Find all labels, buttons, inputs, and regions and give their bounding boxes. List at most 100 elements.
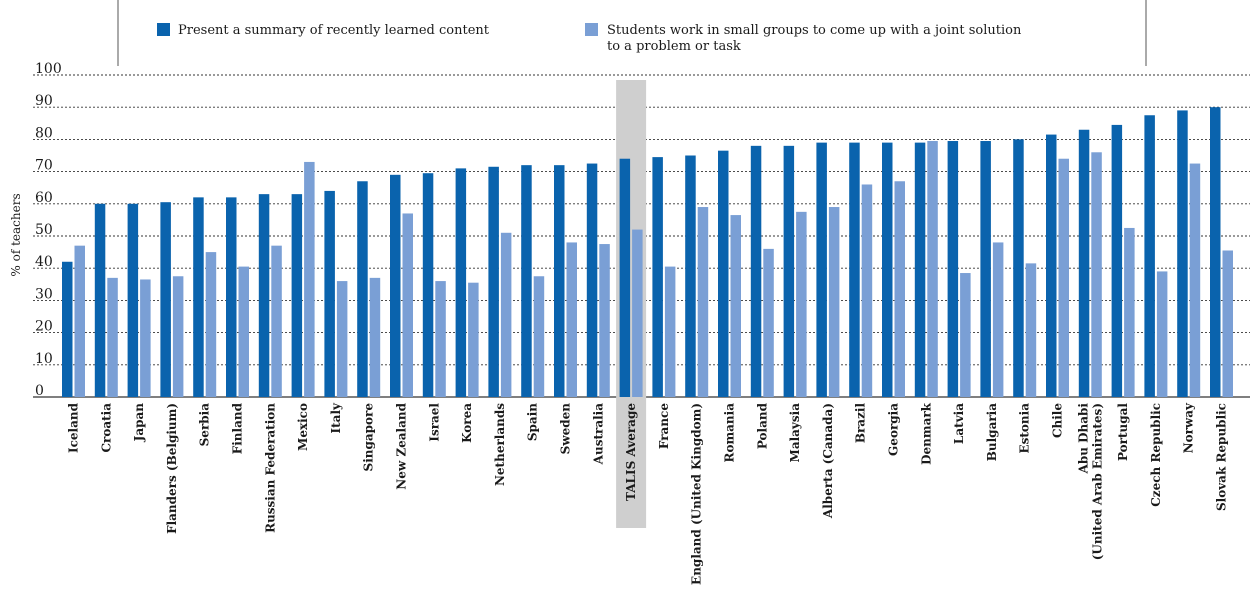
bar-series-2 xyxy=(1156,271,1168,397)
bar-series-1 xyxy=(521,165,532,397)
bars xyxy=(62,80,1233,528)
y-tick-label: 40 xyxy=(35,254,53,270)
x-category-label: TALIS Average xyxy=(624,403,638,501)
bar-series-2 xyxy=(894,181,905,397)
bar-series-1 xyxy=(586,163,598,397)
bar-series-1 xyxy=(62,261,73,397)
y-tick-label: 10 xyxy=(35,351,53,367)
bar-series-1 xyxy=(1210,107,1221,397)
bar-series-1 xyxy=(718,150,729,397)
bar-series-2 xyxy=(500,232,512,397)
y-tick-label: 20 xyxy=(35,319,53,335)
x-category-label: Brazil xyxy=(854,403,868,444)
legend: Present a summary of recently learned co… xyxy=(117,0,1147,66)
x-category-label: Abu Dhabi(United Arab Emirates) xyxy=(1076,403,1104,561)
bar-series-1 xyxy=(258,194,270,397)
x-category-label: Czech Republic xyxy=(1149,403,1163,507)
bar-series-1 xyxy=(914,142,926,397)
bar-series-2 xyxy=(566,242,577,397)
bar-series-2 xyxy=(435,281,446,397)
bar-series-1 xyxy=(882,142,893,397)
bar-series-2 xyxy=(861,184,873,397)
bar-series-1 xyxy=(422,173,434,397)
bar-series-2 xyxy=(763,248,774,397)
bar-series-2 xyxy=(369,277,381,397)
bar-series-1 xyxy=(193,197,204,397)
bar-series-2 xyxy=(796,211,807,397)
bar-series-1 xyxy=(324,190,335,397)
x-category-label: Romania xyxy=(723,403,737,463)
bar-series-2 xyxy=(632,229,643,397)
bar-series-2 xyxy=(1222,250,1233,397)
bar-series-2 xyxy=(1025,263,1037,397)
x-category-label: Malaysia xyxy=(788,403,802,463)
bar-series-1 xyxy=(488,166,499,397)
bar-series-1 xyxy=(160,202,171,397)
bar-series-2 xyxy=(992,242,1004,397)
bar-series-2 xyxy=(74,245,85,397)
x-category-label: Sweden xyxy=(559,403,573,455)
x-category-label: Poland xyxy=(755,402,769,449)
bar-series-1 xyxy=(226,197,237,397)
bar-series-1 xyxy=(1144,115,1155,397)
x-category-label: Serbia xyxy=(198,403,212,447)
bar-series-2 xyxy=(533,276,545,397)
legend-label-series-1: Present a summary of recently learned co… xyxy=(178,23,490,38)
bar-series-1 xyxy=(816,142,827,397)
bar-series-2 xyxy=(238,266,249,397)
x-category-label: Israel xyxy=(427,403,441,442)
bar-series-1 xyxy=(455,168,467,397)
y-tick-label: 70 xyxy=(35,158,53,174)
x-category-label: Portugal xyxy=(1116,403,1130,461)
bar-series-1 xyxy=(1013,139,1024,397)
bar-series-1 xyxy=(652,157,663,397)
x-category-label: Latvia xyxy=(952,403,966,444)
bar-series-2 xyxy=(468,282,479,397)
x-category-label: Alberta (Canada) xyxy=(821,403,835,519)
legend-swatch-series-2 xyxy=(585,23,598,36)
bar-series-1 xyxy=(1078,129,1090,398)
bar-series-1 xyxy=(1046,134,1057,397)
x-category-label: Singapore xyxy=(362,403,376,472)
bar-series-1 xyxy=(357,181,368,397)
bar-series-1 xyxy=(685,155,696,397)
bar-series-2 xyxy=(402,213,413,397)
legend-label-series-2: Students work in small groups to come up… xyxy=(607,23,1022,54)
bar-series-1 xyxy=(1111,124,1123,397)
x-category-label: Flanders (Belgium) xyxy=(165,403,179,534)
bar-series-2 xyxy=(336,281,348,397)
x-axis: Iceland Croatia Japan Flanders (Belgium) Ser… xyxy=(67,402,1229,585)
x-category-label: Mexico xyxy=(296,403,310,451)
bar-series-1 xyxy=(619,158,631,397)
bar-series-2 xyxy=(960,273,971,397)
bar-series-2 xyxy=(730,215,741,397)
y-tick-label: 50 xyxy=(35,222,53,238)
y-tick-label: 0 xyxy=(35,383,44,399)
x-category-label: Bulgaria xyxy=(985,403,999,461)
bar-series-2 xyxy=(140,279,151,397)
x-category-label: Netherlands xyxy=(493,403,507,486)
bar-series-1 xyxy=(554,165,565,397)
bar-series-2 xyxy=(927,141,938,397)
bar-series-1 xyxy=(947,141,959,397)
bar-series-2 xyxy=(205,252,217,397)
x-category-label: Norway xyxy=(1182,402,1196,453)
x-category-label: Australia xyxy=(591,403,605,466)
x-category-label: Croatia xyxy=(99,403,113,453)
bar-series-1 xyxy=(390,174,401,397)
bar-series-2 xyxy=(1058,158,1069,397)
x-category-label: Georgia xyxy=(887,403,901,456)
bar-series-2 xyxy=(664,266,676,397)
y-tick-label: 30 xyxy=(35,286,53,302)
bar-series-1 xyxy=(127,203,139,397)
bar-series-2 xyxy=(304,161,315,397)
bar-series-2 xyxy=(271,245,282,397)
bar-series-2 xyxy=(697,207,709,397)
x-category-label: Spain xyxy=(526,403,540,441)
bar-series-1 xyxy=(1177,110,1188,398)
legend-swatch-series-1 xyxy=(157,23,170,36)
bar-series-2 xyxy=(107,277,118,397)
y-tick-label: 90 xyxy=(35,93,53,109)
bar-series-1 xyxy=(783,145,795,397)
